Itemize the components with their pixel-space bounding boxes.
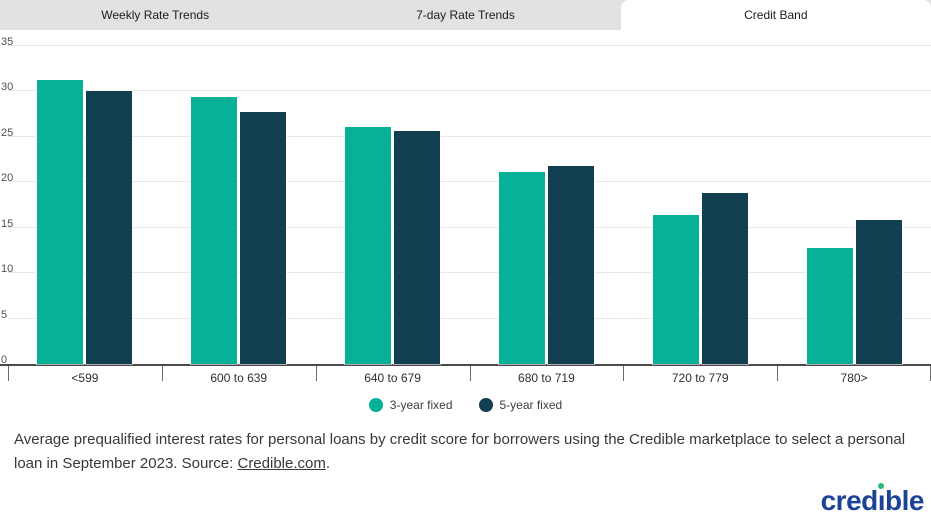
gridline-35	[8, 45, 931, 46]
chart-caption: Average prequalified interest rates for …	[14, 428, 914, 476]
bar-3-year-fixed-780[interactable]	[806, 247, 853, 364]
legend-dot-5-year-fixed	[478, 398, 493, 412]
gridline-15	[8, 226, 931, 228]
bar-5-year-fixed-780[interactable]	[855, 220, 902, 364]
y-axis-tick-label-15: 15	[1, 217, 14, 230]
y-axis-tick-label-20: 20	[1, 172, 14, 185]
y-axis-tick-label-35: 35	[1, 36, 14, 48]
logo-letter-i: ı	[877, 483, 886, 516]
bar-group-780	[777, 46, 931, 364]
tab-credit-band[interactable]: Credit Band	[620, 0, 931, 30]
bar-group-599	[8, 46, 162, 364]
logo-text: ble	[885, 485, 924, 516]
credible-com-link[interactable]: Credible.com	[237, 455, 326, 472]
credible-logo: credı ble	[820, 483, 924, 516]
bar-group-640-to-679	[316, 46, 470, 364]
y-axis-tick-label-25: 25	[1, 126, 14, 139]
x-axis-category-label-599: <599	[71, 371, 99, 385]
x-axis-tick	[8, 366, 9, 381]
bar-3-year-fixed-600-to-639[interactable]	[191, 96, 238, 364]
x-axis-tick	[469, 366, 471, 381]
y-axis-tick-label-5: 5	[1, 308, 8, 321]
y-axis-tick-label-30: 30	[1, 81, 14, 94]
x-axis-category-label-780: 780>	[840, 371, 868, 385]
y-axis-tick-label-10: 10	[1, 263, 14, 276]
bar-3-year-fixed-720-to-779[interactable]	[652, 215, 699, 364]
gridline-5	[8, 317, 931, 319]
x-axis-category-label-720-to-779: 720 to 779	[671, 371, 729, 385]
bar-chart-plot-area: 0 5 10 15 20 25 30 35	[0, 36, 931, 366]
x-axis-tick	[623, 366, 625, 381]
bar-3-year-fixed-680-to-719[interactable]	[498, 172, 545, 364]
gridline-25	[8, 135, 931, 137]
caption-suffix: .	[325, 455, 331, 472]
bar-3-year-fixed-599[interactable]	[37, 79, 84, 364]
gridline-10	[8, 272, 931, 274]
bar-5-year-fixed-680-to-719[interactable]	[547, 165, 594, 364]
bar-5-year-fixed-640-to-679[interactable]	[394, 131, 441, 364]
bar-5-year-fixed-599[interactable]	[86, 91, 133, 364]
logo-text: cred	[820, 485, 879, 516]
bar-group-680-to-719	[469, 46, 623, 364]
x-axis-category-label-640-to-679: 640 to 679	[364, 371, 421, 385]
bar-5-year-fixed-600-to-639[interactable]	[240, 112, 287, 364]
chart-legend: 3-year fixed 5-year fixed	[0, 397, 931, 413]
tab-weekly-rate-trends[interactable]: Weekly Rate Trends	[0, 0, 310, 30]
bar-5-year-fixed-720-to-779[interactable]	[701, 193, 748, 364]
bar-3-year-fixed-640-to-679[interactable]	[345, 126, 392, 364]
bar-group-720-to-779	[623, 46, 777, 364]
caption-text: Average prequalified interest rates for …	[14, 431, 906, 472]
legend-label: 5-year fixed	[499, 398, 563, 412]
tab-7-day-rate-trends[interactable]: 7-day Rate Trends	[310, 0, 620, 30]
x-axis-category-label-680-to-719: 680 to 719	[518, 371, 575, 385]
legend-dot-3-year-fixed	[368, 398, 383, 412]
legend-item-5-year-fixed[interactable]: 5-year fixed	[478, 398, 563, 412]
bar-groups	[8, 46, 931, 364]
x-axis-category-label-600-to-639: 600 to 639	[210, 371, 268, 385]
legend-label: 3-year fixed	[389, 398, 453, 412]
gridline-30	[8, 90, 931, 92]
x-axis-tick	[161, 366, 163, 381]
bar-group-600-to-639	[162, 46, 316, 364]
x-axis-category-band: <599 600 to 639 640 to 679 680 to 719 720 to…	[8, 366, 931, 390]
x-axis-tick	[315, 366, 317, 381]
y-axis-tick-label-0: 0	[1, 354, 8, 366]
legend-item-3-year-fixed[interactable]: 3-year fixed	[368, 398, 453, 412]
tab-bar: Weekly Rate Trends 7-day Rate Trends Credi…	[0, 0, 931, 30]
logo-i-dot-icon	[878, 483, 885, 489]
x-axis-tick	[777, 366, 779, 381]
gridline-20	[8, 181, 931, 183]
